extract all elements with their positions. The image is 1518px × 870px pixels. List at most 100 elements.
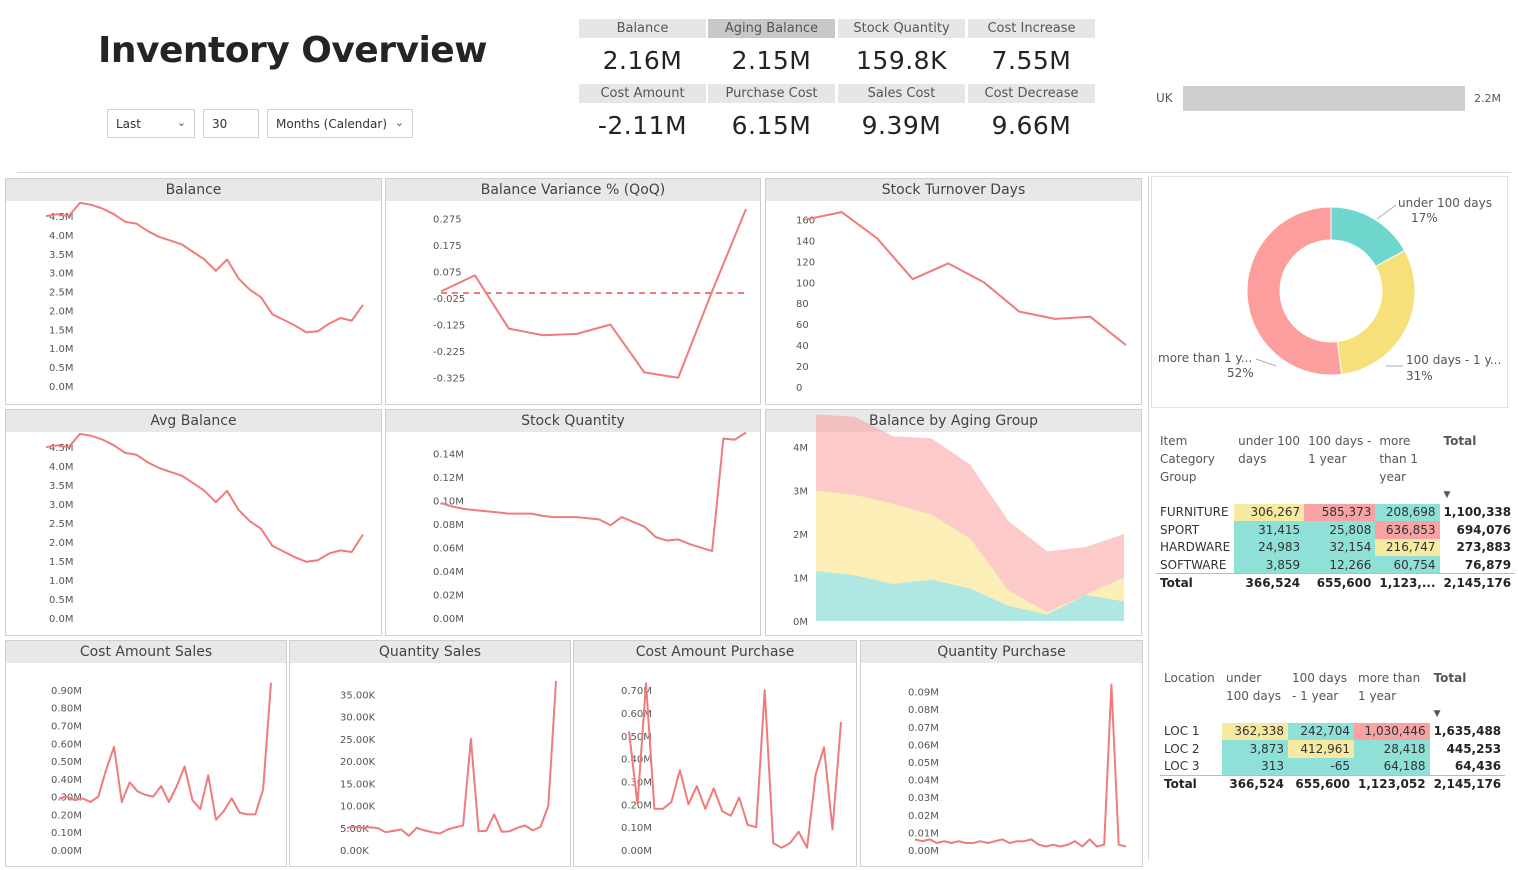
donut-label-pct: 17% (1411, 211, 1438, 225)
row-label: LOC 3 (1164, 759, 1200, 773)
row-label: LOC 1 (1164, 724, 1200, 739)
kpi-value: 2.15M (731, 46, 812, 75)
series-line[interactable] (805, 211, 1127, 346)
donut-label-name: more than 1 y... (1158, 351, 1252, 365)
area-series-1[interactable] (816, 490, 1124, 615)
kpi-label[interactable]: Balance (579, 19, 706, 38)
variance-panel: Balance Variance % (QoQ) 0.275 0.175 0.075 -… (385, 178, 761, 405)
aging-panel: Balance by Aging Group 4M 3M 2M 1M 0M (765, 409, 1142, 636)
uk-bar[interactable] (1183, 86, 1465, 111)
area-series-2[interactable] (816, 414, 1124, 613)
series-line[interactable] (628, 682, 842, 849)
y-tick-label: 0.40M (51, 775, 82, 786)
donut-slice[interactable] (1246, 206, 1343, 376)
series-line[interactable] (346, 680, 557, 837)
column-header[interactable]: more than 1 year (1375, 432, 1439, 486)
cell-value: 362,338 (1222, 722, 1288, 740)
column-header-line: - 1 year (1292, 689, 1339, 703)
y-tick-label: 0.02M (908, 811, 939, 822)
period-unit-dropdown[interactable]: Months (Calendar) ⌄ (267, 109, 413, 138)
series-line[interactable] (45, 201, 364, 334)
donut-slice[interactable] (1336, 249, 1416, 375)
cell-value: 64,436 (1454, 759, 1502, 773)
kpi-label[interactable]: Stock Quantity (838, 19, 965, 38)
column-header[interactable]: 100 days - 1 year (1288, 669, 1354, 705)
chevron-down-icon: ⌄ (176, 116, 186, 129)
cost-purchase-chart: 0.70M 0.60M 0.50M 0.40M 0.30M 0.20M 0.10M 0.00M (621, 682, 842, 857)
total-column-header[interactable]: Total (1433, 671, 1467, 685)
series-line[interactable] (914, 683, 1127, 848)
column-header-line: Item (1160, 434, 1188, 448)
column-header[interactable]: under 100 days (1234, 432, 1304, 486)
y-tick-label: 0.07M (908, 723, 939, 734)
page-title: Inventory Overview (98, 30, 487, 71)
kpi-label[interactable]: Sales Cost (838, 84, 965, 103)
chart-title: Cost Amount Sales (6, 641, 286, 663)
y-tick-label: 0.10M (51, 828, 82, 839)
table-row[interactable]: SPORT 31,415 25,808 636,853 694,076 (1156, 521, 1515, 539)
spacer (1160, 705, 1222, 723)
qty-purchase-panel: Quantity Purchase 0.09M 0.08M 0.07M 0.06M 0.0… (860, 640, 1143, 867)
y-tick-label: 0.60M (51, 739, 82, 750)
row-label: Total (1156, 573, 1235, 591)
total-row[interactable]: Total 366,524 655,600 1,123,... 2,145,176 (1156, 573, 1516, 591)
y-tick-label: 80 (796, 299, 809, 310)
sort-desc-icon[interactable]: ▼ (1433, 708, 1441, 719)
table-row[interactable]: SOFTWARE 3,859 12,266 60,754 76,879 (1156, 556, 1515, 574)
series-line[interactable] (440, 431, 747, 553)
kpi-label[interactable]: Aging Balance (708, 19, 835, 38)
series-line[interactable] (45, 432, 364, 563)
balance-chart: 4.5M 4.0M 3.5M 3.0M 2.5M 2.0M 1.5M 1.0M 0.5M 0.0M (45, 201, 364, 393)
period-unit-value: Months (Calendar) (276, 117, 387, 131)
series-line[interactable] (58, 682, 272, 821)
y-tick-label: 40 (796, 341, 809, 352)
y-tick-label: 0.30M (51, 793, 82, 804)
y-tick-label: 0.50M (621, 732, 652, 743)
kpi-value: 9.39M (861, 111, 942, 140)
kpi-label[interactable]: Cost Amount (579, 84, 706, 103)
period-value: Last (116, 117, 141, 131)
series-line[interactable] (440, 208, 747, 379)
chart-title: Cost Amount Purchase (574, 641, 856, 663)
y-tick-label: 0.06M (908, 740, 939, 751)
table-row[interactable]: LOC 1 362,338 242,704 1,030,446 1,635,488 (1160, 722, 1505, 740)
y-tick-label: 25.00K (340, 735, 376, 746)
column-header[interactable]: Location (1160, 669, 1222, 705)
avg-balance-panel: Avg Balance 4.5M 4.0M 3.5M 3.0M 2.5M 2.0M 1.5M 1… (5, 409, 382, 636)
column-header[interactable]: more than 1 year (1354, 669, 1430, 705)
period-count-input[interactable]: 30 (203, 109, 259, 138)
kpi-label[interactable]: Cost Increase (968, 19, 1095, 38)
cell-value: 636,853 (1375, 521, 1440, 539)
kpi-label[interactable]: Cost Decrease (968, 84, 1095, 103)
table-row[interactable]: FURNITURE 306,267 585,373 208,698 1,100,338 (1156, 503, 1515, 521)
kpi-label[interactable]: Purchase Cost (708, 84, 835, 103)
total-column-header[interactable]: Total (1443, 434, 1477, 448)
cell-value: 76,879 (1464, 557, 1512, 572)
y-tick-label: 0.08M (433, 520, 464, 531)
area-series-0[interactable] (816, 571, 1124, 621)
divider (17, 172, 1511, 173)
sort-desc-icon[interactable]: ▼ (1443, 489, 1451, 500)
column-header[interactable]: 100 days - 1 year (1304, 432, 1375, 486)
chart-title: Balance (6, 179, 381, 201)
cell-value: 12,266 (1304, 556, 1376, 574)
cell-value: 655,600 (1288, 774, 1354, 793)
y-tick-label: 4M (793, 443, 808, 454)
column-header[interactable]: under 100 days (1222, 669, 1288, 705)
total-row[interactable]: Total 366,524 655,600 1,123,052 2,145,176 (1160, 774, 1506, 793)
y-tick-label: 30.00K (340, 713, 376, 724)
table-row[interactable]: LOC 3 313 -65 64,188 64,436 (1160, 757, 1505, 775)
y-tick-label: 120 (796, 257, 815, 268)
chart-title: Balance Variance % (QoQ) (386, 179, 760, 201)
chevron-down-icon: ⌄ (394, 116, 404, 129)
column-header[interactable]: Item Category Group (1156, 432, 1234, 486)
cell-value: 3,873 (1222, 740, 1288, 758)
table-row[interactable]: HARDWARE 24,983 32,154 216,747 273,883 (1156, 538, 1515, 556)
y-tick-label: 0.60M (621, 709, 652, 720)
y-tick-label: 0.40M (621, 755, 652, 766)
period-dropdown[interactable]: Last ⌄ (107, 109, 195, 138)
y-tick-label: 0.5M (49, 363, 74, 374)
table-row[interactable]: LOC 2 3,873 412,961 28,418 445,253 (1160, 740, 1505, 758)
y-tick-label: 0.09M (908, 688, 939, 699)
